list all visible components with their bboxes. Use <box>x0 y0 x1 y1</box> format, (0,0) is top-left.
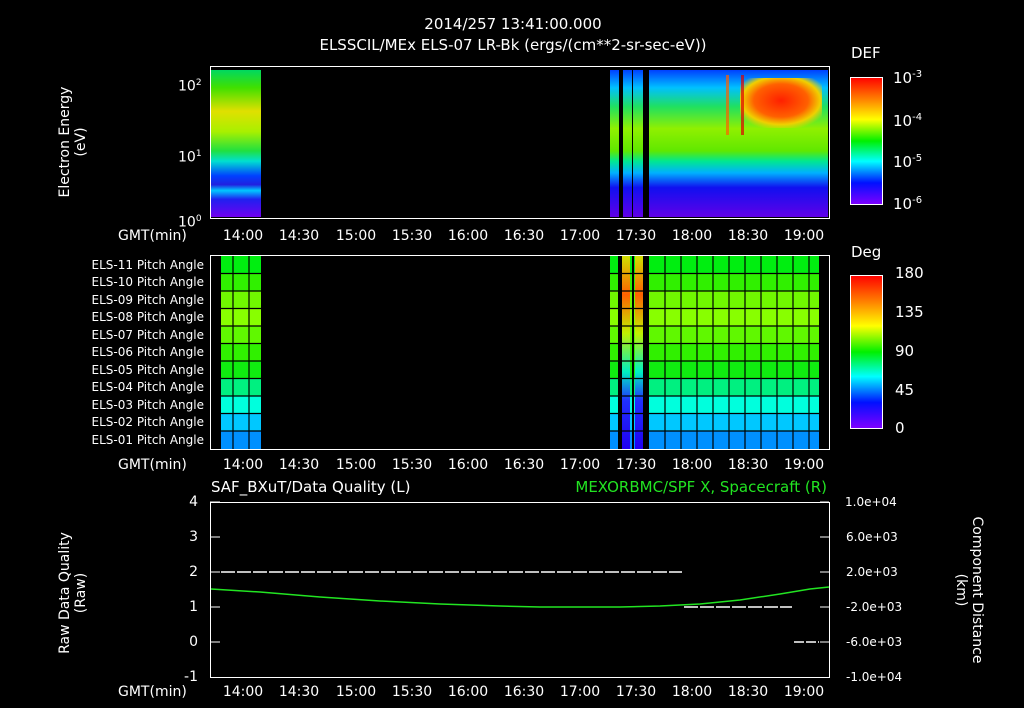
time-tick: 15:00 <box>335 228 377 244</box>
deg-tick: 90 <box>895 342 915 360</box>
time-tick: 15:30 <box>391 684 433 700</box>
deg-tick: 135 <box>895 303 924 321</box>
ytick-100: 102 <box>178 78 202 95</box>
time-tick: 17:00 <box>559 684 601 700</box>
time-tick: 15:30 <box>391 457 433 473</box>
time-tick: 16:30 <box>503 684 545 700</box>
colorbar-def-title: DEF <box>851 44 881 62</box>
ytick: 0 <box>189 634 198 650</box>
panel3-left-title: SAF_BXuT/Data Quality (L) <box>211 478 411 496</box>
ytick: 2.0e+03 <box>846 565 898 579</box>
pitch-row-label: ELS-11 Pitch Angle <box>91 258 204 272</box>
time-tick: 14:30 <box>278 457 320 473</box>
deg-tick: 0 <box>895 419 905 437</box>
deg-tick: 45 <box>895 381 915 399</box>
pitch-row-label: ELS-08 Pitch Angle <box>91 310 204 324</box>
panel2-xlabel: GMT(min) <box>118 457 187 473</box>
def-tick-1e-5: 10-5 <box>893 153 923 171</box>
ytick: -6.0e+03 <box>846 635 903 649</box>
time-tick: 17:30 <box>615 457 657 473</box>
deg-tick: 180 <box>895 264 924 282</box>
time-tick: 14:00 <box>222 457 264 473</box>
time-tick: 16:30 <box>503 228 545 244</box>
pitch-row-label: ELS-10 Pitch Angle <box>91 275 204 289</box>
time-tick: 18:00 <box>671 457 713 473</box>
ytick: 4 <box>189 494 198 510</box>
time-tick: 17:30 <box>615 684 657 700</box>
pitch-row-label: ELS-02 Pitch Angle <box>91 415 204 429</box>
ytick: -2.0e+03 <box>846 600 903 614</box>
pitch-row-label: ELS-07 Pitch Angle <box>91 328 204 342</box>
pitch-row-label: ELS-03 Pitch Angle <box>91 398 204 412</box>
time-tick: 16:00 <box>447 457 489 473</box>
def-tick-1e-3: 10-3 <box>893 69 923 87</box>
ytick-1: 100 <box>178 214 202 231</box>
time-tick: 15:00 <box>335 457 377 473</box>
plot-subtitle: ELSSCIL/MEx ELS-07 LR-Bk (ergs/(cm**2-sr… <box>319 36 707 54</box>
def-tick-1e-4: 10-4 <box>893 112 923 130</box>
plot-datetime: 2014/257 13:41:00.000 <box>424 15 602 33</box>
time-tick: 18:30 <box>727 684 769 700</box>
pitch-row-label: ELS-01 Pitch Angle <box>91 433 204 447</box>
time-tick: 19:00 <box>783 457 825 473</box>
panel3-xlabel: GMT(min) <box>118 684 187 700</box>
ytick: 1 <box>189 599 198 615</box>
time-tick: 16:00 <box>447 684 489 700</box>
ytick: 6.0e+03 <box>846 530 898 544</box>
time-tick: 17:00 <box>559 228 601 244</box>
time-tick: 14:30 <box>278 228 320 244</box>
time-tick: 15:30 <box>391 228 433 244</box>
time-tick: 14:30 <box>278 684 320 700</box>
time-tick: 18:30 <box>727 457 769 473</box>
pitch-row-label: ELS-06 Pitch Angle <box>91 345 204 359</box>
ytick: -1.0e+04 <box>846 670 903 684</box>
time-tick: 14:00 <box>222 684 264 700</box>
time-tick: 15:00 <box>335 684 377 700</box>
time-tick: 16:30 <box>503 457 545 473</box>
colorbar-deg-title: Deg <box>851 243 882 261</box>
pitch-row-label: ELS-05 Pitch Angle <box>91 363 204 377</box>
time-tick: 14:00 <box>222 228 264 244</box>
time-tick: 18:00 <box>671 228 713 244</box>
ytick: 1.0e+04 <box>845 495 897 509</box>
ytick: -1 <box>184 669 198 685</box>
time-tick: 17:30 <box>615 228 657 244</box>
panel3-right-title: MEXORBMC/SPF X, Spacecraft (R) <box>575 478 827 496</box>
ytick: 3 <box>189 529 198 545</box>
time-tick: 16:00 <box>447 228 489 244</box>
pitch-row-label: ELS-09 Pitch Angle <box>91 293 204 307</box>
panel1-xlabel: GMT(min) <box>118 228 187 244</box>
time-tick: 19:00 <box>783 684 825 700</box>
time-tick: 18:00 <box>671 684 713 700</box>
time-tick: 18:30 <box>727 228 769 244</box>
time-tick: 17:00 <box>559 457 601 473</box>
ytick-10: 101 <box>178 149 202 166</box>
pitch-row-label: ELS-04 Pitch Angle <box>91 380 204 394</box>
ytick: 2 <box>189 564 198 580</box>
def-tick-1e-6: 10-6 <box>893 195 923 213</box>
time-tick: 19:00 <box>783 228 825 244</box>
